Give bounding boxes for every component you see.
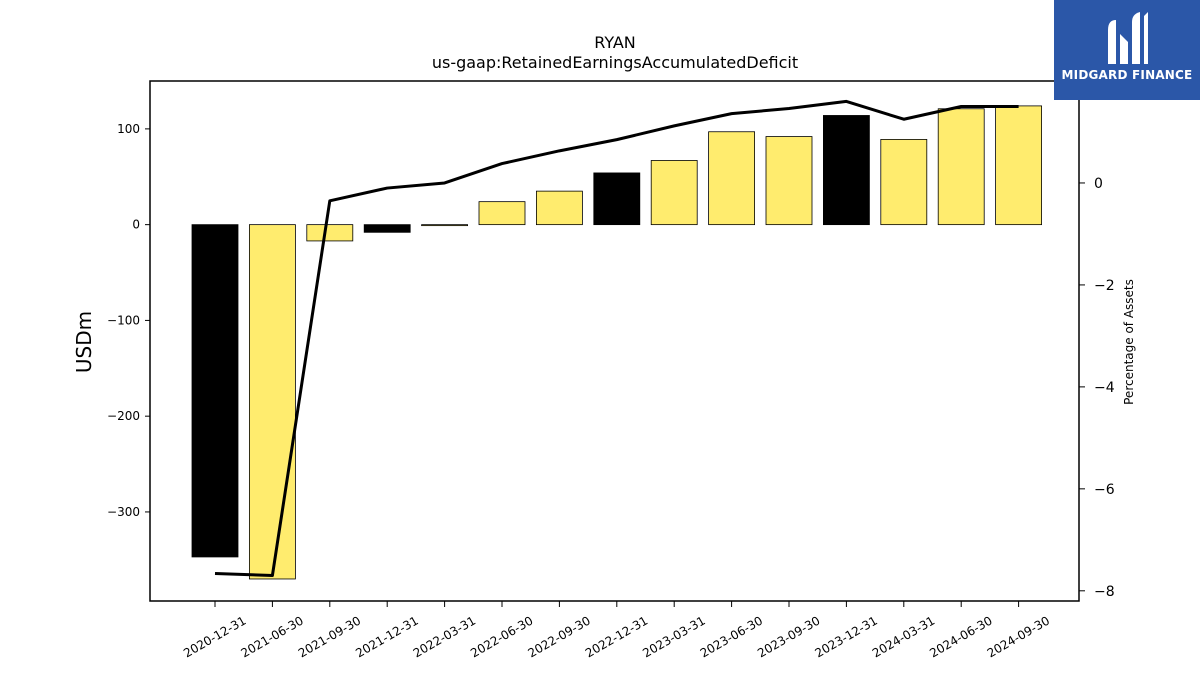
y-tick-label: −200	[107, 409, 140, 423]
y-tick-label: −300	[107, 505, 140, 519]
x-tick-label: 2020-12-31	[181, 613, 248, 660]
y-tick-label: −100	[107, 313, 140, 327]
chart-title: RYAN	[594, 33, 636, 52]
y-axis-label: USDm	[72, 311, 96, 373]
y-axis: −300 −200 −100 0 100	[107, 122, 150, 519]
x-tick-label: 2021-06-30	[238, 613, 305, 660]
bars	[191, 105, 1042, 580]
bar-2024-09-30	[995, 105, 1042, 226]
y2-axis-label: Percentage of Assets	[1122, 279, 1136, 405]
x-tick-label: 2022-06-30	[468, 613, 535, 660]
bar-2022-09-30	[536, 190, 583, 226]
x-tick-label: 2024-06-30	[927, 613, 994, 660]
x-tick-label: 2021-12-31	[353, 613, 420, 660]
bar-2022-03-31	[421, 224, 469, 227]
bar-2021-09-30	[306, 224, 354, 242]
line-layer	[214, 99, 1019, 578]
y-tick-label: 0	[132, 218, 140, 232]
bar-2023-09-30	[765, 136, 813, 226]
x-axis: 2020-12-312021-06-302021-09-302021-12-31…	[181, 601, 1052, 660]
x-tick-label: 2023-03-31	[640, 613, 707, 660]
midgard-logo-mark-icon	[1108, 12, 1148, 64]
y2-axis: −8 −6 −4 −2 0	[1079, 176, 1115, 600]
chart-subtitle: us-gaap:RetainedEarningsAccumulatedDefic…	[432, 53, 798, 72]
y2-tick-label: −2	[1094, 278, 1115, 294]
bar-2023-03-31	[650, 160, 698, 226]
bar-2020-12-31	[191, 224, 239, 558]
bar-2021-06-30	[248, 224, 296, 580]
bar-2024-06-30	[937, 108, 985, 226]
x-tick-label: 2021-09-30	[296, 613, 363, 660]
x-tick-label: 2024-03-31	[870, 613, 937, 660]
x-tick-label: 2023-12-31	[812, 613, 879, 660]
bar-2022-06-30	[478, 201, 526, 226]
bar-2023-12-31	[823, 115, 870, 226]
x-tick-label: 2023-09-30	[755, 613, 822, 660]
y-tick-label: 100	[117, 122, 140, 136]
x-tick-label: 2022-03-31	[411, 613, 478, 660]
bar-2022-12-31	[593, 172, 641, 226]
plot-frame	[149, 80, 1080, 602]
logo-text: MIDGARD FINANCE	[1061, 68, 1193, 82]
x-tick-label: 2024-09-30	[985, 613, 1052, 660]
y2-tick-label: −6	[1094, 482, 1115, 498]
x-tick-label: 2023-06-30	[698, 613, 765, 660]
y2-tick-label: 0	[1094, 176, 1103, 192]
midgard-finance-logo: MIDGARD FINANCE	[1054, 0, 1200, 100]
x-tick-label: 2022-09-30	[525, 613, 592, 660]
x-tick-label: 2022-12-31	[583, 613, 650, 660]
y2-tick-label: −8	[1094, 584, 1115, 600]
bar-2023-06-30	[708, 131, 755, 226]
y2-tick-label: −4	[1094, 380, 1115, 396]
bar-2021-12-31	[363, 224, 411, 233]
percentage-line	[214, 99, 1019, 578]
bar-2024-03-31	[880, 139, 928, 226]
